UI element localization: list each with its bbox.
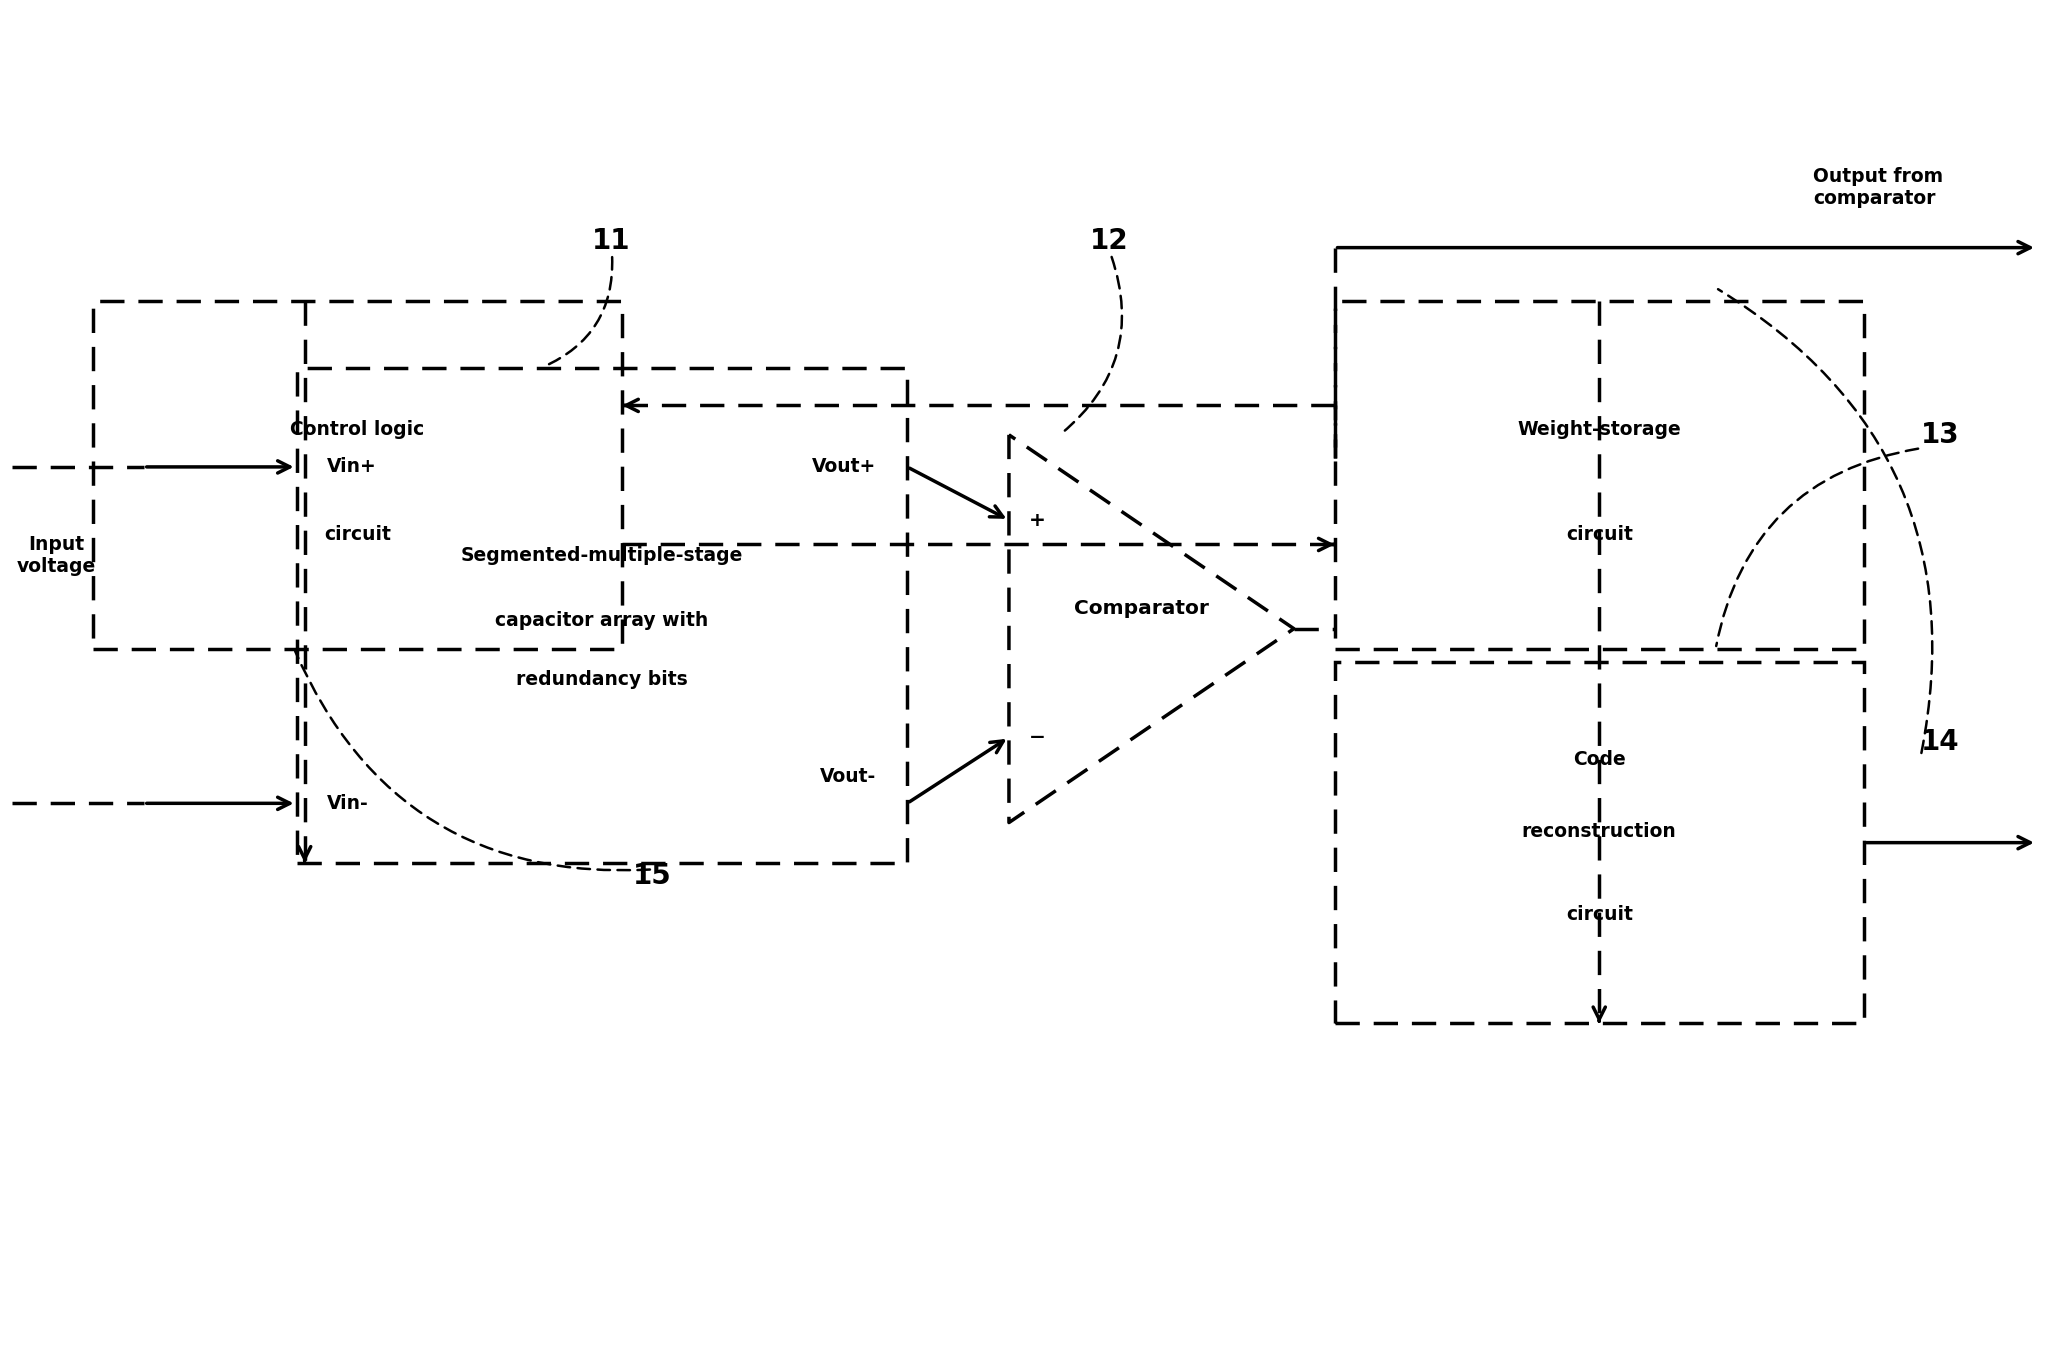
Text: Code: Code [1573,750,1625,769]
Bar [1335,301,1863,648]
Text: 13: 13 [1920,420,1960,449]
Text: +: + [1029,511,1045,530]
Text: 15: 15 [633,862,672,890]
Text: reconstruction: reconstruction [1522,823,1676,842]
Text: circuit: circuit [325,524,390,543]
Text: 14: 14 [1920,728,1960,757]
Text: 12: 12 [1091,227,1130,255]
Text: Control logic: Control logic [290,420,425,439]
Text: Vin-: Vin- [327,794,370,813]
Text: circuit: circuit [1565,524,1633,543]
Text: redundancy bits: redundancy bits [516,670,688,689]
Bar [92,301,622,648]
Text: Input
voltage: Input voltage [16,535,97,576]
Bar [1335,662,1863,1023]
Text: −: − [1029,728,1045,747]
Text: Vout+: Vout+ [813,458,877,477]
Text: 11: 11 [592,227,631,255]
Text: Output from
comparator: Output from comparator [1814,168,1943,208]
Text: Vout-: Vout- [820,767,877,786]
Text: Vin+: Vin+ [327,458,376,477]
Text: circuit: circuit [1565,905,1633,924]
Text: Weight-storage: Weight-storage [1518,420,1680,439]
Bar [296,367,908,863]
Text: Comparator: Comparator [1074,598,1208,619]
Text: Segmented-multiple-stage: Segmented-multiple-stage [460,546,744,566]
Text: capacitor array with: capacitor array with [495,611,709,630]
